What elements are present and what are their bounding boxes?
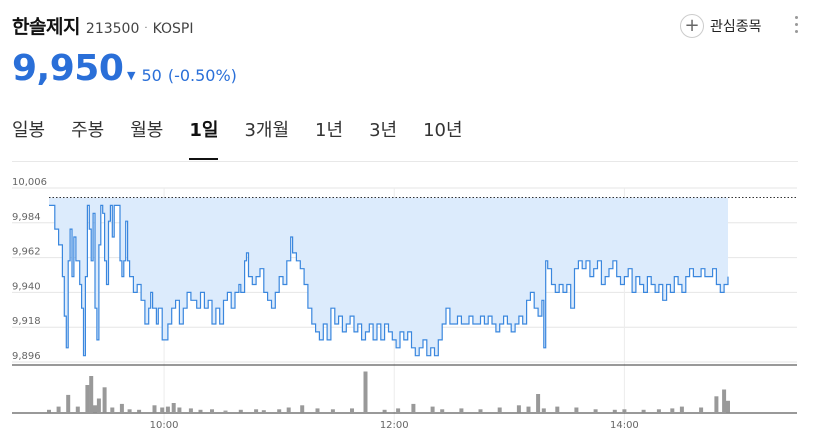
volume-bar: [177, 407, 182, 412]
tab-1day[interactable]: 1일: [189, 116, 219, 160]
volume-bar: [85, 385, 90, 412]
y-tick-label: 10,006: [12, 177, 47, 188]
volume-bar: [330, 409, 335, 412]
volume-bar: [430, 406, 435, 412]
volume-bar: [119, 403, 124, 412]
volume-bar: [593, 409, 598, 412]
volume-bar: [622, 409, 627, 412]
volume-bar: [722, 389, 727, 412]
volume-bar: [56, 406, 61, 412]
volume-bar: [165, 406, 170, 412]
current-price: 9,950: [12, 48, 124, 89]
x-tick-label: 12:00: [380, 420, 409, 431]
volume-bar: [110, 407, 115, 412]
volume-bar: [96, 398, 101, 412]
volume-bar: [102, 387, 107, 413]
favorite-label: 관심종목: [710, 19, 762, 35]
price-area-fill: [49, 197, 728, 356]
volume-bar: [188, 408, 193, 412]
volume-bar: [726, 400, 730, 413]
volume-bar: [152, 405, 157, 413]
volume-bar: [574, 407, 579, 412]
tab-3year[interactable]: 3년: [369, 120, 398, 141]
y-tick-label: 9,962: [12, 247, 41, 258]
volume-bar: [714, 396, 719, 412]
tab-weekly[interactable]: 주봉: [71, 120, 105, 141]
market-name: KOSPI: [152, 21, 194, 37]
volume-bar: [315, 408, 320, 412]
volume-bar: [261, 410, 266, 412]
period-tabs: 일봉 주봉 월봉 1일 3개월 1년 3년 10년: [12, 116, 489, 160]
volume-bar: [459, 408, 464, 412]
change-percent: (-0.50%): [167, 66, 237, 85]
volume-bar: [300, 405, 305, 413]
volume-bar: [127, 409, 132, 412]
volume-bar: [171, 403, 176, 412]
volume-bar: [497, 407, 502, 412]
tab-monthly[interactable]: 월봉: [130, 120, 164, 141]
y-tick-label: 9,940: [12, 281, 41, 292]
tabs-divider: [12, 161, 798, 162]
volume-bar: [254, 409, 259, 412]
stock-name: 한솔제지: [12, 16, 80, 38]
volume-bar: [89, 376, 94, 412]
y-tick-label: 9,918: [12, 316, 41, 327]
volume-bar: [641, 409, 646, 413]
separator-dot: ·: [144, 23, 148, 34]
vertical-ellipsis-icon[interactable]: [792, 16, 800, 33]
volume-bar: [210, 409, 214, 412]
volume-bar: [478, 409, 483, 412]
add-favorite-button[interactable]: + 관심종목: [680, 14, 762, 38]
x-tick-label: 14:00: [610, 420, 639, 431]
volume-bar: [612, 409, 617, 413]
volume-bar: [223, 410, 228, 412]
volume-bar: [198, 409, 203, 413]
volume-bar: [238, 409, 243, 413]
volume-bar: [382, 409, 387, 413]
volume-bar: [526, 406, 531, 412]
x-tick-label: 10:00: [150, 420, 179, 431]
volume-bar: [160, 407, 165, 412]
tab-daily[interactable]: 일봉: [12, 120, 46, 141]
volume-bar: [93, 405, 97, 413]
down-triangle-icon: ▼: [127, 69, 136, 82]
y-tick-label: 9,984: [12, 212, 41, 223]
volume-bar: [411, 403, 416, 412]
volume-bar: [137, 409, 142, 413]
tab-10year[interactable]: 10년: [423, 120, 463, 141]
volume-bar: [66, 394, 71, 412]
plus-icon: +: [680, 14, 704, 38]
volume-bar: [656, 409, 661, 412]
volume-bar: [536, 394, 541, 412]
price-line: [49, 204, 729, 357]
volume-bar: [555, 406, 560, 412]
volume-bar: [699, 407, 704, 412]
volume-bar: [541, 408, 546, 412]
price-change: ▼ 50 (-0.50%): [127, 66, 237, 85]
stock-header: 한솔제지 213500 · KOSPI: [12, 12, 193, 42]
volume-bar: [440, 409, 445, 412]
volume-bar: [396, 408, 401, 412]
y-tick-label: 9,896: [12, 351, 41, 362]
volume-bar: [277, 409, 282, 412]
volume-bar: [350, 408, 354, 412]
volume-bar: [75, 406, 80, 412]
volume-bar: [516, 405, 521, 413]
volume-bar: [670, 408, 675, 412]
volume-bar: [286, 407, 291, 412]
tab-1year[interactable]: 1년: [315, 120, 344, 141]
change-amount: 50: [141, 66, 162, 85]
tab-3month[interactable]: 3개월: [244, 120, 290, 141]
stock-code: 213500: [85, 21, 140, 37]
volume-bar: [679, 406, 684, 412]
volume-bar: [363, 371, 368, 412]
volume-bar: [47, 409, 51, 413]
